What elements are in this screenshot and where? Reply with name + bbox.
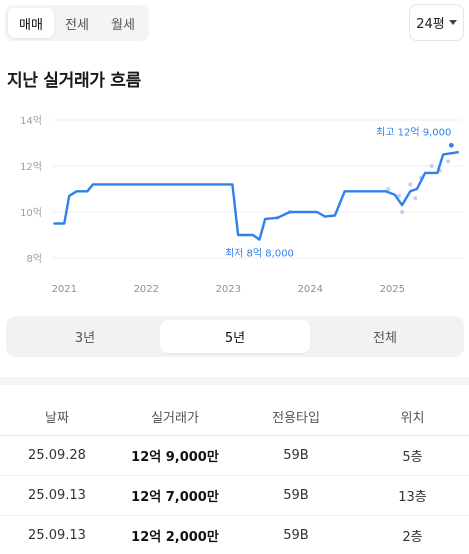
tab-jeonse[interactable]: 전세 <box>65 17 89 33</box>
row-floor: 5층 <box>402 450 423 465</box>
chevron-down-icon <box>448 20 457 25</box>
x-tick-label: 2021 <box>52 284 77 295</box>
min-price-label: 최저 8억 8,000 <box>225 248 294 260</box>
section-title: 지난 실거래가 흐름 <box>7 71 141 91</box>
x-tick-label: 2023 <box>216 284 241 295</box>
row-price: 12억 7,000만 <box>131 490 219 505</box>
tab-monthly-rent[interactable]: 월세 <box>111 17 135 33</box>
row-price: 12억 2,000만 <box>131 530 219 545</box>
data-point <box>386 187 391 191</box>
row-date: 25.09.13 <box>28 488 86 503</box>
x-tick-label: 2024 <box>298 284 323 295</box>
header-date: 날짜 <box>45 411 69 426</box>
data-point <box>400 210 405 214</box>
table-header: 날짜 실거래가 전용타입 위치 <box>0 398 469 436</box>
header-price: 실거래가 <box>151 411 199 426</box>
data-point <box>408 182 413 187</box>
data-point <box>429 164 434 168</box>
section-divider <box>0 377 469 385</box>
data-point <box>446 159 451 164</box>
transactions-table: 날짜 실거래가 전용타입 위치 25.09.28 12억 9,000만 59B … <box>0 398 469 554</box>
y-tick-label: 14억 <box>20 115 42 127</box>
tab-sale[interactable]: 매매 <box>8 8 54 38</box>
row-type: 59B <box>283 448 309 463</box>
table-row[interactable]: 25.09.13 12억 7,000만 59B 13층 <box>0 476 469 516</box>
row-date: 25.09.13 <box>28 528 86 543</box>
period-tab-5y[interactable]: 5년 <box>160 320 310 353</box>
area-size-value: 24평 <box>416 17 445 32</box>
row-type: 59B <box>283 528 309 543</box>
data-point <box>448 142 454 148</box>
y-tick-label: 10억 <box>20 207 42 219</box>
x-tick-label: 2022 <box>134 284 159 295</box>
period-tab-3y[interactable]: 3년 <box>74 331 96 346</box>
row-floor: 13층 <box>398 490 427 505</box>
y-tick-label: 12억 <box>20 161 42 173</box>
max-price-label: 최고 12억 9,000 <box>376 126 451 138</box>
header-type: 전용타입 <box>272 411 320 426</box>
data-point <box>396 193 401 198</box>
header-floor: 위치 <box>400 411 425 426</box>
row-price: 12억 9,000만 <box>131 450 219 465</box>
area-size-select[interactable]: 24평 <box>409 4 464 41</box>
trade-type-tabs: 매매 전세 월세 <box>5 5 149 41</box>
row-type: 59B <box>283 488 309 503</box>
table-row[interactable]: 25.09.13 12억 2,000만 59B 2층 <box>0 516 469 554</box>
period-tab-all[interactable]: 전체 <box>373 331 397 346</box>
price-trend-chart: 14억 12억 10억 8억 2021 2022 2023 2024 2025 최고 12억 9,… <box>20 115 462 295</box>
table-row[interactable]: 25.09.28 12억 9,000만 59B 5층 <box>0 436 469 476</box>
price-line <box>53 151 460 241</box>
period-tabs: 3년 5년 전체 <box>6 316 464 357</box>
row-floor: 2층 <box>402 530 423 545</box>
x-tick-label: 2025 <box>380 284 405 295</box>
row-date: 25.09.28 <box>28 448 86 463</box>
data-point <box>413 196 418 201</box>
y-tick-label: 8억 <box>26 253 42 265</box>
